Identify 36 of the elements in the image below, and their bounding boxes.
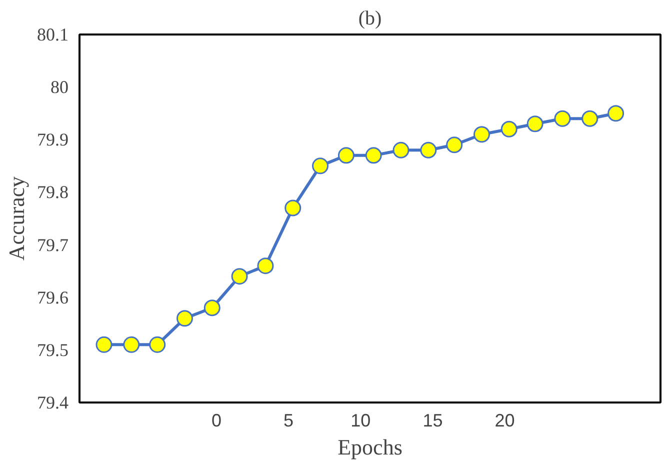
y-tick-label: 79.5: [37, 340, 68, 360]
point: [149, 336, 166, 353]
x-tick-label: 20: [494, 410, 515, 430]
point: [365, 147, 382, 164]
chart-title: (b): [358, 8, 382, 30]
point: [392, 142, 410, 158]
point: [284, 200, 302, 216]
y-tick-label: 79.4: [37, 392, 68, 412]
x-axis-title: Epochs: [338, 434, 402, 460]
point: [473, 126, 490, 143]
point: [96, 336, 112, 353]
point: [446, 136, 463, 154]
point: [420, 142, 437, 158]
y-tick-label: 79.6: [37, 287, 68, 308]
point: [338, 147, 354, 164]
point: [204, 300, 220, 316]
y-tick-label: 79.9: [37, 130, 68, 150]
x-tick-label: 5: [284, 410, 294, 430]
point: [176, 310, 193, 327]
y-tick-label: 79.8: [37, 182, 68, 202]
point: [231, 268, 248, 285]
point: [582, 110, 598, 127]
point: [608, 105, 624, 122]
y-tick-label: 80: [50, 77, 68, 98]
y-axis-title: Accuracy: [4, 176, 29, 261]
point: [123, 336, 140, 353]
x-tick-label: 15: [422, 410, 443, 430]
y-tick-label: 79.7: [37, 234, 68, 255]
point: [257, 258, 274, 274]
point: [312, 158, 329, 174]
x-tick-label: 0: [211, 410, 222, 430]
point: [526, 116, 544, 132]
point: [554, 110, 571, 127]
y-tick-label: 80.1: [37, 24, 68, 44]
point: [500, 120, 518, 138]
x-tick-label: 10: [350, 410, 371, 430]
